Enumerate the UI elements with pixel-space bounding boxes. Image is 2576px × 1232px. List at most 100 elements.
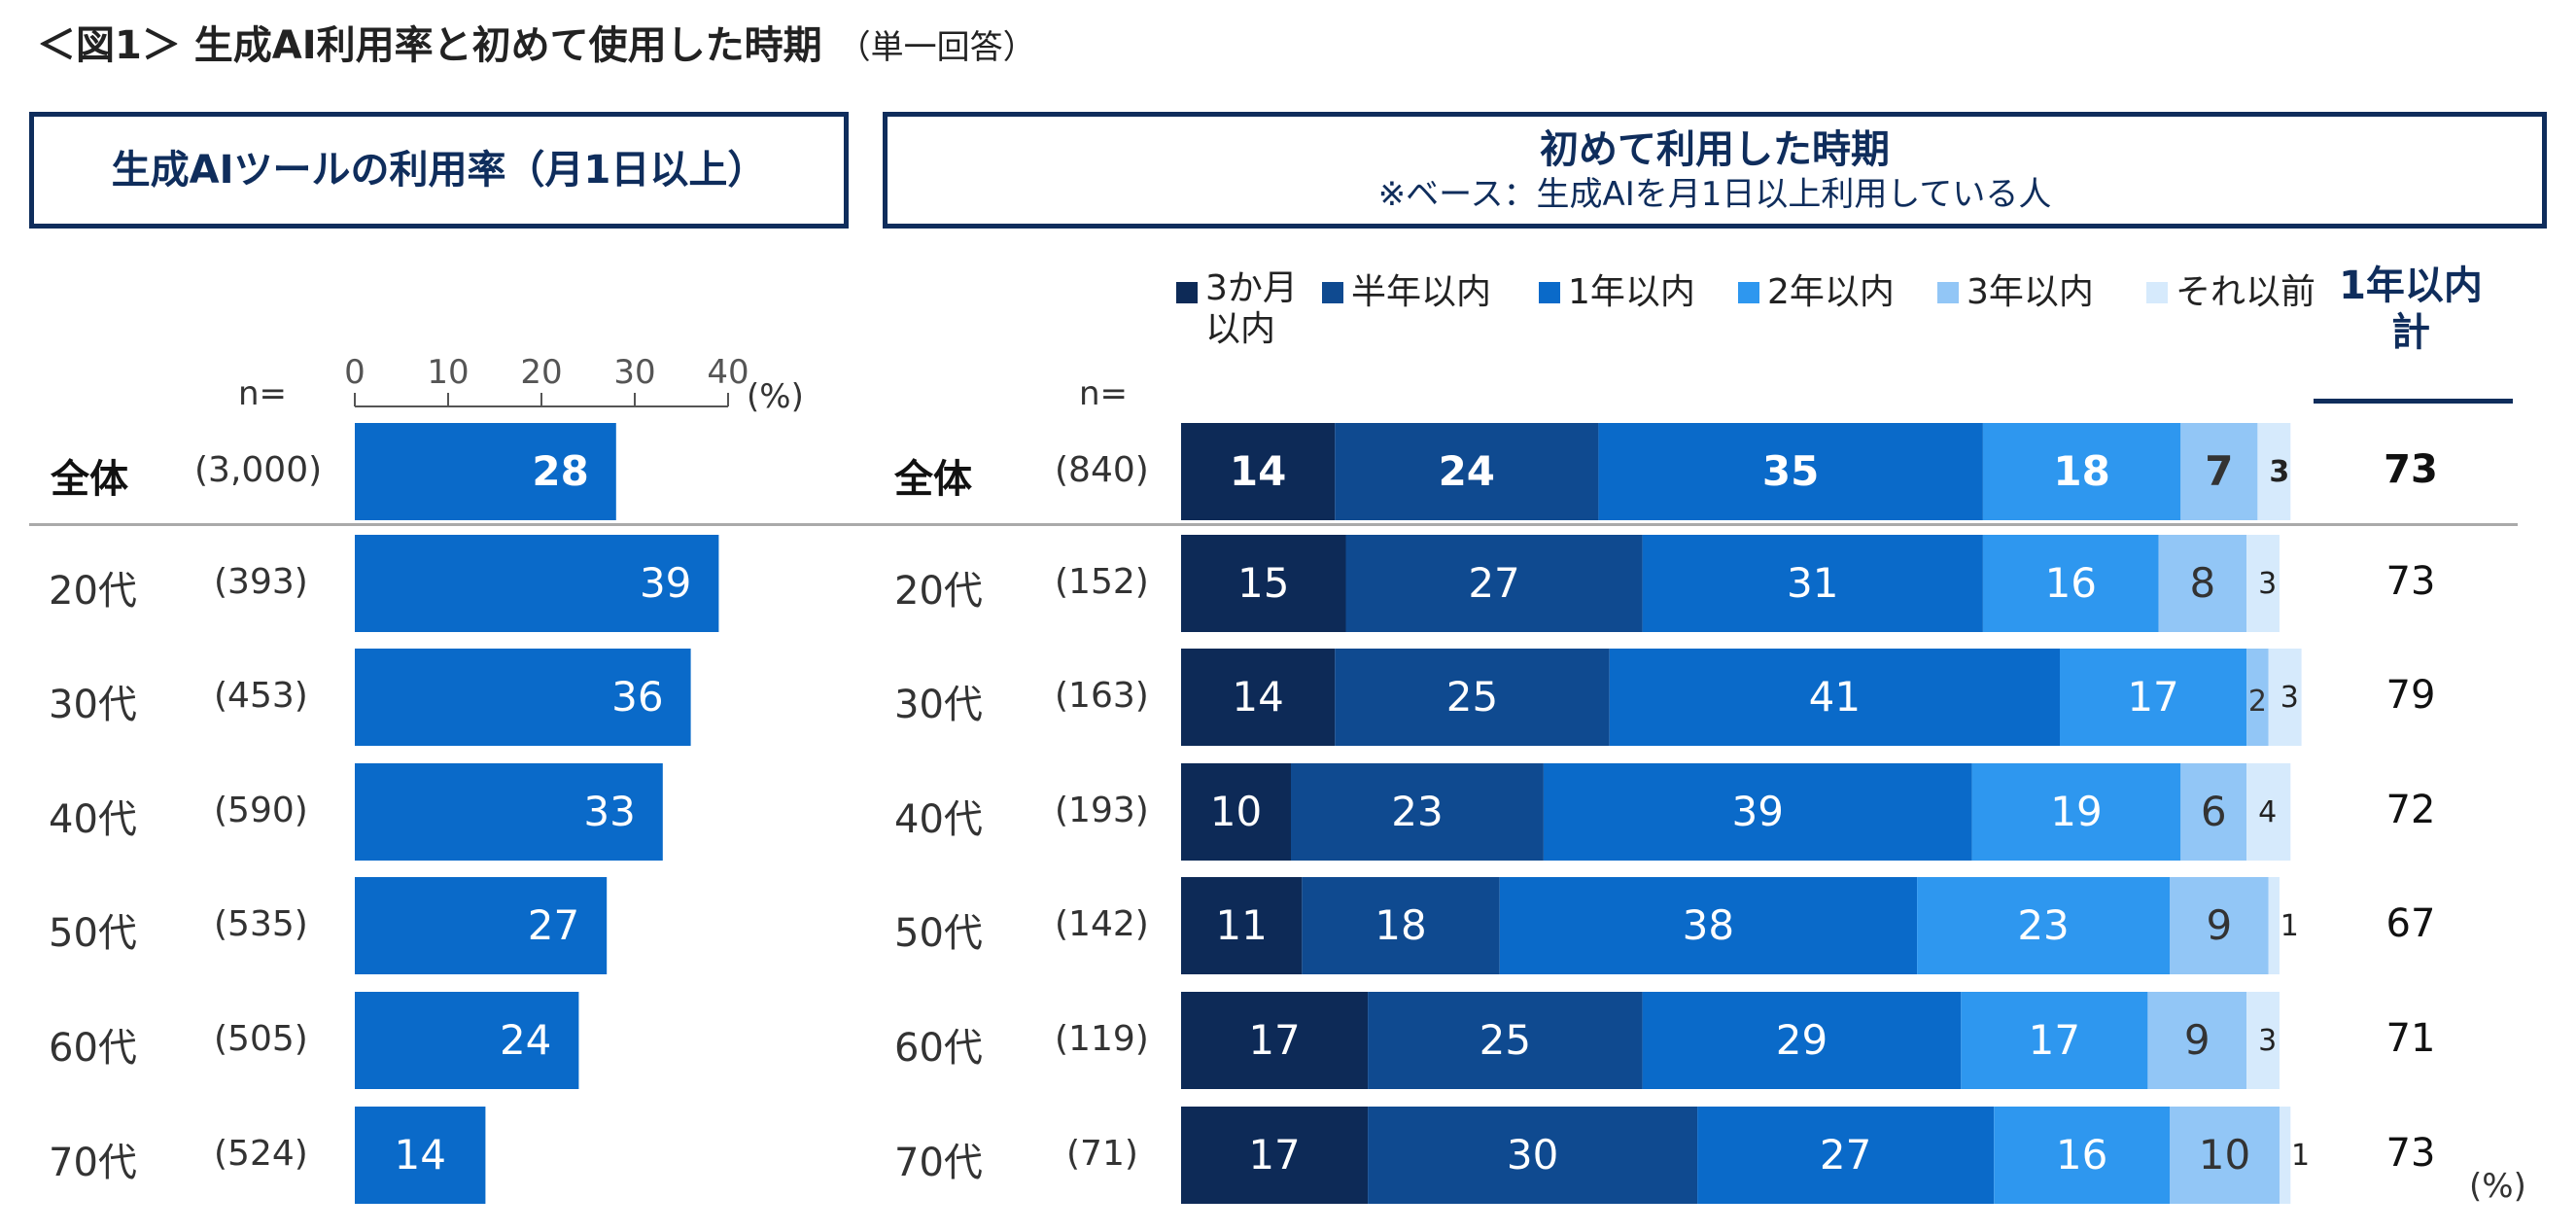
total-heading-line1: 1年以内 [2339,264,2483,308]
segment-label: 18 [2053,447,2109,495]
n-value-left: (535) [214,904,308,944]
segment [1609,649,2060,746]
segment [1302,877,1500,974]
segment-label: 19 [2050,788,2102,835]
segment [1917,877,2170,974]
segment-label: 1 [2291,1139,2310,1173]
row-label-left: 50代 [49,911,137,956]
segment [1994,1107,2170,1204]
segment-label: 9 [2184,1016,2210,1064]
segment-label: 31 [1787,559,1838,607]
segment-label: 2 [2248,685,2267,719]
legend-label: それ以前 [2176,272,2316,312]
segment-label: 17 [2029,1016,2080,1064]
segment-label: 41 [1809,673,1861,721]
segment [1291,763,1544,861]
segment-label: 4 [2258,795,2277,829]
legend-label: 2年以内 [1767,272,1895,312]
row-label-left: 40代 [49,797,137,842]
segment [1982,423,2181,520]
segment-label: 7 [2205,447,2233,495]
n-value-right: (152) [1055,562,1149,602]
bar [355,1107,486,1204]
x-tick-label: 0 [344,353,366,392]
legend-swatch [1322,282,1343,303]
segment-label: 17 [1248,1016,1300,1064]
segment-label: 38 [1683,901,1734,949]
legend-item: 1年以内 [1539,272,1695,313]
segment [1181,877,1303,974]
legend-swatch [1937,282,1959,303]
segment [1598,423,1983,520]
legend-item: 半年以内 [1322,272,1491,313]
total-value: 73 [2385,559,2436,604]
n-value-right: (193) [1055,791,1149,830]
title-text: ＜図1＞ 生成AI利用率と初めて使用した時期 [37,23,822,68]
segment [1181,649,1336,746]
total-value: 73 [2385,1131,2436,1176]
segment [1368,992,1643,1089]
segment-label: 3 [2258,567,2277,601]
segment [1335,423,1599,520]
row-label-right: 30代 [894,683,983,727]
segment [1181,992,1369,1089]
n-value-left: (393) [214,562,308,602]
segment [2147,992,2247,1089]
data-label: 24 [500,1016,551,1064]
row-label-left: 20代 [49,569,137,614]
segment-label: 27 [1820,1131,1871,1179]
legend-label: 3年以内 [1967,272,2094,312]
data-label: 14 [394,1131,445,1179]
row-label-right: 50代 [894,911,983,956]
right-panel-subheading: ※ベース：生成AIを月1日以上利用している人 [1377,175,2052,214]
segment-label: 10 [1210,788,1262,835]
legend-label: 1年以内 [1568,272,1695,312]
segment [2246,992,2280,1089]
n-value-right: (71) [1066,1134,1138,1174]
segment [2246,649,2269,746]
segment-label: 1 [2280,909,2299,943]
left-unit-label: (%) [747,377,804,416]
segment [1982,535,2159,632]
segment-label: 3 [2269,455,2289,489]
legend-swatch [1539,282,1560,303]
row-label-right: 40代 [894,797,983,842]
segment-label: 23 [1391,788,1443,835]
n-value-left: (505) [214,1019,308,1059]
total-column-heading: 1年以内 計 [2314,263,2508,356]
segment-label: 9 [2206,901,2232,949]
bar [355,423,616,520]
segment [1543,763,1972,861]
x-tick-label: 30 [613,353,655,392]
total-value: 73 [2384,447,2438,492]
total-value: 72 [2385,788,2436,832]
segment-label: 23 [2017,901,2069,949]
legend-swatch [2146,282,2168,303]
segment [1335,649,1610,746]
total-heading-line2: 計 [2391,310,2430,355]
segment-label: 3 [2280,681,2299,715]
segment [1368,1107,1698,1204]
row-label-right: 70代 [894,1141,983,1185]
segment-label: 8 [2190,559,2216,607]
segment [1697,1107,1995,1204]
data-label: 33 [583,788,635,835]
row-label-left: 70代 [49,1141,137,1185]
right-panel-heading-box: 初めて利用した時期 ※ベース：生成AIを月1日以上利用している人 [883,112,2547,229]
data-label: 27 [528,901,579,949]
segment-label: 18 [1375,901,1426,949]
data-label: 28 [532,447,588,495]
segment-label: 3 [2258,1024,2277,1058]
segment-label: 14 [1232,673,1283,721]
segment-label: 39 [1732,788,1784,835]
right-n-header: n= [1079,374,1129,413]
x-tick-label: 40 [707,353,748,392]
segment [2170,877,2269,974]
n-value-right: (142) [1055,904,1149,944]
legend-item: それ以前 [2146,272,2315,313]
legend-item: 3年以内 [1937,272,2094,313]
legend-item: 3か月以内 [1176,268,1312,350]
row-label-left: 60代 [49,1026,137,1071]
legend-item: 2年以内 [1738,272,1895,313]
title-note: （単一回答） [837,28,1036,67]
